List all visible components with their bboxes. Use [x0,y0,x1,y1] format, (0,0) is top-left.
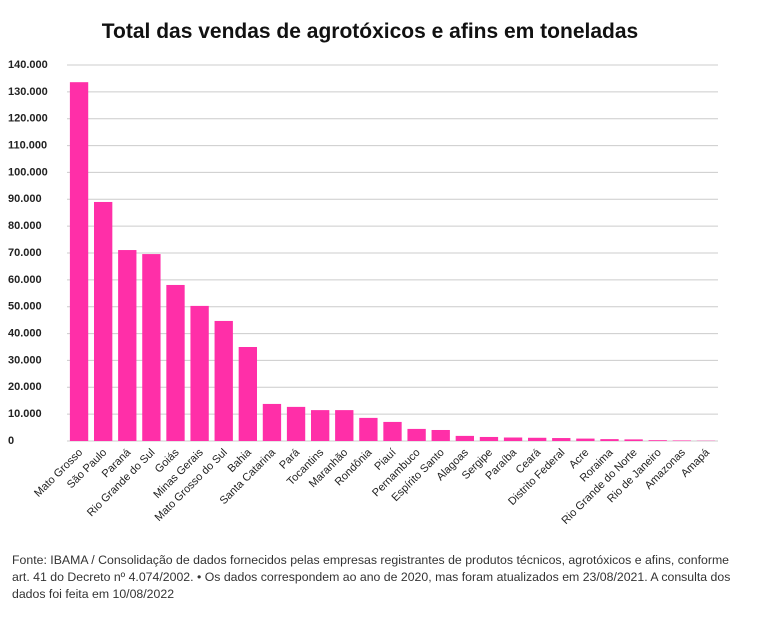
y-tick-label: 120.000 [8,113,48,125]
bar [383,421,402,441]
x-tick-label: Amapá [679,446,713,480]
bar [600,439,619,441]
y-tick-label: 110.000 [8,139,47,151]
bar [262,403,282,441]
bar [552,438,571,441]
bar [311,410,330,441]
bar [455,435,474,441]
bar [69,82,89,441]
y-tick-label: 100.000 [8,166,48,178]
y-tick-label: 50.000 [8,301,42,313]
bar [528,437,547,441]
chart-title: Total das vendas de agrotóxicos e afins … [102,20,638,43]
y-tick-label: 80.000 [8,220,42,232]
bar [142,254,161,441]
y-tick-label: 40.000 [8,327,42,339]
y-tick-label: 90.000 [8,193,42,205]
source-note: Fonte: IBAMA / Consolidação de dados for… [12,553,731,601]
bar [431,429,450,441]
bar [214,320,233,441]
bar [190,305,209,441]
bar [166,284,185,441]
bar [672,440,691,441]
bar [335,410,354,441]
bar [576,438,595,441]
y-tick-label: 60.000 [8,274,42,286]
bar [407,428,426,441]
y-tick-label: 20.000 [8,381,42,393]
y-tick-label: 0 [8,435,14,447]
y-tick-label: 30.000 [8,354,42,366]
bar [503,437,523,441]
bar [118,250,137,441]
bar [238,347,257,441]
bar [624,439,643,441]
y-tick-label: 10.000 [8,408,42,420]
bar [479,436,499,441]
bar [94,201,113,441]
bar [359,417,378,441]
y-tick-label: 130.000 [8,86,48,98]
y-tick-label: 70.000 [8,247,42,259]
y-tick-label: 140.000 [8,59,48,71]
bar [286,406,306,441]
bar [648,440,667,441]
